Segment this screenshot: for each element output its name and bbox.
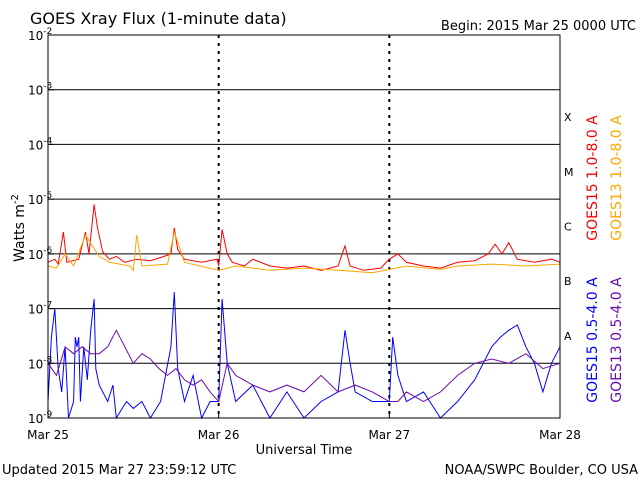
legend-goes13-long: GOES13 1.0-8.0 A: [609, 115, 625, 241]
flare-class-m: M: [564, 166, 574, 179]
flare-class-b: B: [564, 275, 572, 288]
series-line-1: [47, 230, 561, 274]
flare-class-x: X: [564, 111, 572, 124]
series-line-2: [47, 292, 561, 420]
series-lines: [47, 204, 561, 420]
x-tick-label-0: Mar 25: [27, 428, 69, 442]
y-tick-label-3: 10-5: [28, 191, 52, 207]
flare-class-c: C: [564, 221, 572, 234]
y-axis-unit-exponent: -2: [10, 194, 21, 204]
y-tick-label-6: 10-8: [28, 355, 53, 371]
flare-class-a: A: [564, 330, 572, 343]
series-line-3: [47, 329, 561, 403]
legend-goes15-long: GOES15 1.0-8.0 A: [585, 115, 601, 241]
plot-frame: [47, 34, 561, 419]
begin-date: Begin: 2015 Mar 25 0000 UTC: [441, 19, 636, 34]
legend-goes15-short: GOES15 0.5-4.0 A: [585, 277, 601, 403]
svg-text:Watts m-2: Watts m-2: [10, 194, 28, 262]
chart-title: GOES Xray Flux (1-minute data): [30, 9, 287, 28]
flare-class-labels: X M C B A: [564, 111, 574, 343]
y-tick-label-4: 10-6: [28, 246, 53, 262]
x-tick-label-1: Mar 26: [198, 428, 240, 442]
y-tick-label-0: 10-2: [28, 27, 52, 43]
x-tick-label-3: Mar 28: [539, 428, 581, 442]
series-line-0: [47, 204, 561, 271]
y-tick-label-2: 10-4: [28, 136, 53, 152]
x-tick-label-2: Mar 27: [368, 428, 410, 442]
legend-goes13-short: GOES13 0.5-4.0 A: [609, 277, 625, 403]
y-axis-label: Watts m: [12, 204, 28, 262]
legend: GOES15 1.0-8.0 A GOES13 1.0-8.0 A GOES15…: [585, 115, 625, 403]
y-tick-label-5: 10-7: [28, 301, 52, 317]
y-tick-label-1: 10-3: [28, 82, 52, 98]
y-axis-title: Watts m-2: [10, 194, 28, 262]
x-tick-labels: Mar 25 Mar 26 Mar 27 Mar 28: [27, 412, 581, 442]
credit-text: NOAA/SWPC Boulder, CO USA: [445, 463, 638, 478]
x-axis-label: Universal Time: [256, 443, 353, 458]
updated-timestamp: Updated 2015 Mar 27 23:59:12 UTC: [2, 463, 236, 478]
